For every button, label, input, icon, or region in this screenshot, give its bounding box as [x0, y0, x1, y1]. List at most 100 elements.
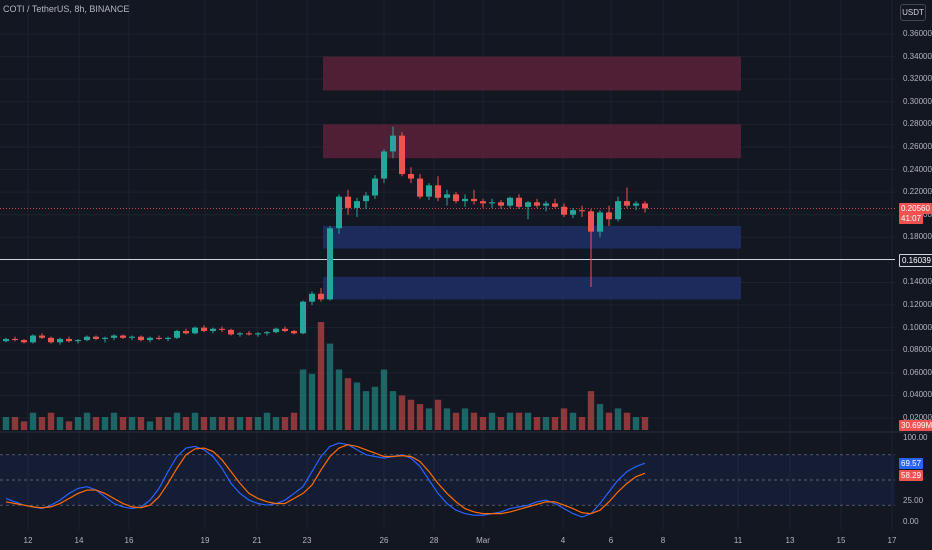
candle-body — [543, 203, 549, 206]
stoch-d-tag: 58.29 — [899, 470, 924, 481]
candle-body — [75, 340, 81, 342]
volume-bar — [614, 408, 622, 430]
candle-body — [309, 293, 315, 302]
candle-body — [93, 336, 99, 339]
candle-body — [237, 333, 243, 335]
candle-body — [201, 327, 207, 332]
candle-body — [480, 201, 486, 204]
volume-bar — [227, 417, 235, 430]
volume-bar — [416, 404, 424, 430]
candle-body — [66, 338, 72, 342]
candle-body — [408, 174, 414, 179]
candle-body — [390, 135, 396, 152]
candle-body — [336, 196, 342, 229]
volume-bar — [542, 417, 550, 430]
candle-body — [210, 328, 216, 332]
volume-bar — [335, 369, 343, 430]
candle-body — [363, 195, 369, 202]
candle-body — [588, 211, 594, 232]
candle-body — [642, 203, 648, 209]
candle-body — [165, 337, 171, 339]
time-tick-label: 8 — [660, 536, 666, 545]
volume-bar — [317, 322, 325, 430]
volume-bar — [506, 412, 514, 430]
volume-bar — [137, 417, 145, 430]
volume-bar — [470, 412, 478, 430]
candle-body — [300, 301, 306, 334]
volume-bar — [200, 417, 208, 430]
volume-bar — [155, 417, 163, 430]
time-tick-label: 16 — [124, 536, 134, 545]
stoch-d-line — [5, 444, 646, 515]
candle-body — [552, 203, 558, 207]
candle-body — [525, 202, 531, 207]
candle-body — [21, 340, 27, 343]
candle-body — [435, 185, 441, 198]
candle-body — [498, 202, 504, 206]
candle-body — [606, 212, 612, 220]
price-tick-label: 0.36000 — [903, 29, 932, 38]
stoch-k-tag: 69.57 — [899, 458, 924, 469]
volume-bar — [92, 417, 100, 430]
candle-body — [354, 201, 360, 208]
candle-body — [291, 331, 297, 334]
price-tick-label: 0.34000 — [903, 51, 932, 61]
time-tick-label: 11 — [733, 536, 743, 545]
volume-bar — [236, 417, 244, 430]
candle-body — [39, 335, 45, 338]
volume-bar — [47, 412, 55, 430]
volume-bar — [119, 417, 127, 430]
candle-body — [12, 338, 18, 341]
candle-body — [255, 333, 261, 335]
volume-bar — [596, 404, 604, 430]
volume-bar — [38, 417, 46, 430]
candle-body — [102, 337, 108, 339]
candle-body — [147, 337, 153, 341]
price-tick-label: 0.18000 — [903, 232, 932, 242]
volume-bar — [56, 417, 64, 430]
volume-bar — [380, 369, 388, 430]
price-tick-label: 0.06000 — [903, 367, 932, 377]
volume-bar — [263, 412, 271, 430]
volume-bar — [587, 391, 595, 430]
candle-body — [219, 328, 225, 330]
volume-bar — [641, 417, 649, 430]
candle-body — [372, 178, 378, 196]
volume-bar — [29, 412, 37, 430]
volume-bar — [290, 412, 298, 430]
volume-bar — [560, 408, 568, 430]
time-tick-label: 14 — [74, 536, 84, 545]
demand-zone — [323, 276, 741, 300]
volume-bar — [407, 399, 415, 430]
candle-body — [489, 202, 495, 204]
volume-bar — [11, 417, 19, 430]
volume-bar — [461, 408, 469, 430]
candle-body — [282, 328, 288, 332]
volume-bar — [389, 391, 397, 430]
candle-body — [345, 196, 351, 208]
time-tick-label: 4 — [560, 536, 566, 545]
volume-bar — [2, 417, 10, 430]
candle-body — [444, 194, 450, 198]
volume-bar — [452, 412, 460, 430]
volume-bar — [254, 417, 262, 430]
volume-bar — [488, 412, 496, 430]
candle-body — [120, 335, 126, 338]
volume-bar — [182, 417, 190, 430]
candle-body — [579, 210, 585, 212]
volume-bar — [524, 412, 532, 430]
candle-body — [633, 203, 639, 206]
candle-body — [417, 178, 423, 197]
candle-body — [273, 328, 279, 333]
price-tick-label: 0.10000 — [903, 322, 932, 332]
candle-body — [507, 197, 513, 206]
symbol-title: COTI / TetherUS, 8h, BINANCE — [3, 4, 130, 14]
volume-bar — [371, 386, 379, 430]
candle-body — [156, 337, 162, 339]
time-tick-label: Mar — [476, 536, 490, 545]
currency-button[interactable]: USDT — [900, 4, 926, 21]
volume-bar — [515, 412, 523, 430]
volume-bar — [326, 343, 334, 430]
